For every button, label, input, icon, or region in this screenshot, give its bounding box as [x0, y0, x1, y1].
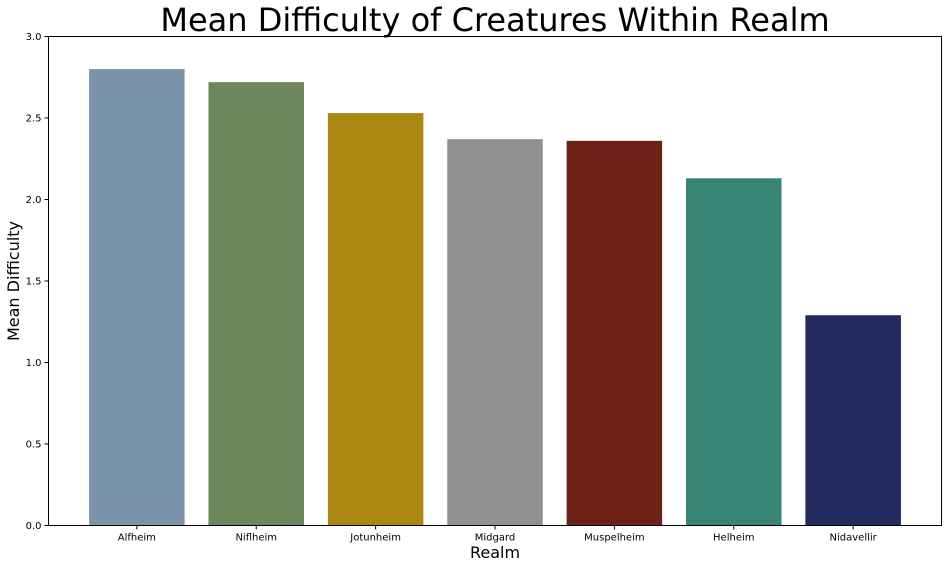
plot-frame	[48, 36, 942, 526]
chart-title: Mean Difficulty of Creatures Within Real…	[160, 1, 829, 39]
y-tick-label: 0.0	[26, 521, 42, 532]
y-tick-label: 2.5	[26, 114, 42, 125]
x-axis-ticks: Alfheim Niflheim Jotunheim Midgard Muspelhei…	[118, 525, 878, 544]
bar-alfheim	[89, 69, 185, 526]
x-tick-label: Niflheim	[235, 533, 277, 544]
y-tick-label: 0.5	[26, 440, 42, 451]
bar-midgard	[447, 139, 543, 526]
x-axis-label: Realm	[470, 543, 520, 562]
x-tick-label: Helheim	[713, 533, 754, 544]
x-tick-label: Jotunheim	[349, 533, 401, 544]
bars-layer	[89, 69, 901, 526]
bar-helheim	[686, 178, 782, 526]
bar-nidavellir	[805, 315, 901, 526]
x-tick-label: Alfheim	[118, 533, 156, 544]
bar-muspelheim	[566, 140, 663, 526]
x-tick-label: Nidavellir	[830, 533, 878, 544]
y-tick-label: 3.0	[26, 32, 42, 43]
y-tick-label: 2.0	[26, 195, 42, 206]
bar-jotunheim	[327, 113, 424, 526]
y-axis-label: Mean Difficulty	[4, 221, 23, 341]
bar-niflheim	[208, 82, 304, 526]
x-tick-label: Muspelheim	[584, 533, 644, 544]
y-axis-ticks: 0.0 0.5 1.0 1.5 2.0 2.5 3.0	[26, 32, 49, 532]
y-tick-label: 1.5	[26, 277, 42, 288]
y-tick-label: 1.0	[26, 358, 42, 369]
x-tick-label: Midgard	[475, 533, 516, 544]
